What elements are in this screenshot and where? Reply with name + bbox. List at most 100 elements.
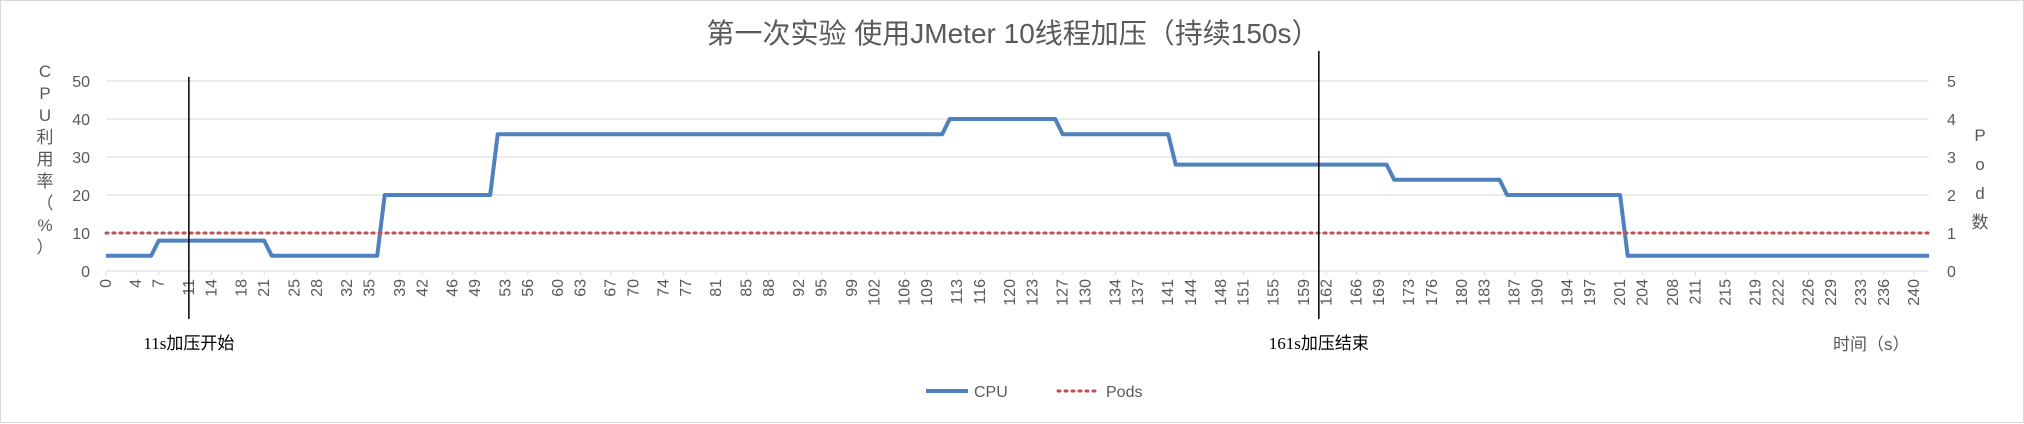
y-axis-label-char: 利	[37, 128, 54, 147]
x-tick-label: 70	[625, 279, 642, 297]
x-tick-label: 240	[1906, 279, 1923, 306]
x-tick-label: 92	[791, 279, 808, 297]
y-tick-label: 50	[72, 74, 90, 91]
marker-label: 11s加压开始	[143, 334, 234, 353]
annotations: 11s加压开始 161s加压结束	[143, 51, 1369, 353]
x-tick-label: 120	[1002, 279, 1019, 306]
x-tick-label: 81	[708, 279, 725, 297]
x-tick-label: 99	[844, 279, 861, 297]
y-axis-ticks: 0 10 20 30 40 50	[72, 74, 90, 281]
y2-axis-label-char: o	[1975, 155, 1984, 174]
x-tick-label: 127	[1055, 279, 1072, 306]
x-tick-label: 53	[497, 279, 514, 297]
x-tick-label: 63	[573, 279, 590, 297]
y2-tick-label: 2	[1947, 188, 1956, 205]
x-tick-label: 88	[761, 279, 778, 297]
y2-tick-label: 0	[1947, 264, 1956, 281]
x-tick-label: 137	[1130, 279, 1147, 306]
y2-axis-label-char: P	[1974, 126, 1985, 145]
y-axis-label-char: ）	[37, 238, 54, 257]
x-tick-label: 113	[949, 279, 966, 305]
y2-axis-ticks: 0 1 2 3 4 5	[1947, 74, 1956, 281]
x-tick-label: 4	[128, 279, 145, 288]
chart-title: 第一次实验 使用JMeter 10线程加压（持续150s）	[707, 18, 1320, 49]
x-tick-label: 166	[1348, 279, 1365, 306]
x-tick-label: 180	[1454, 279, 1471, 306]
x-tick-label: 7	[151, 279, 168, 288]
x-tick-label: 49	[467, 279, 484, 297]
x-tick-label: 169	[1371, 279, 1388, 306]
x-tick-label: 134	[1107, 279, 1124, 306]
x-tick-label: 28	[309, 279, 326, 297]
x-tick-label: 18	[234, 279, 251, 297]
y2-tick-label: 4	[1947, 112, 1956, 129]
x-axis-ticks: 0471114182125283235394246495356606367707…	[98, 271, 1923, 306]
legend: CPU Pods	[926, 384, 1142, 401]
x-tick-label: 109	[919, 279, 936, 306]
x-tick-label: 21	[256, 279, 273, 297]
x-tick-label: 211	[1687, 279, 1704, 305]
x-tick-label: 151	[1235, 279, 1252, 306]
x-tick-label: 74	[655, 279, 672, 297]
series	[104, 117, 1931, 258]
y-tick-label: 30	[72, 150, 90, 167]
x-tick-label: 32	[339, 279, 356, 297]
x-tick-label: 35	[362, 279, 379, 297]
y2-tick-label: 1	[1947, 226, 1956, 243]
x-tick-label: 233	[1853, 279, 1870, 306]
x-axis-label: 时间（s）	[1833, 335, 1910, 354]
x-tick-label: 14	[203, 279, 220, 297]
y2-tick-label: 5	[1947, 74, 1956, 91]
x-tick-label: 190	[1529, 279, 1546, 306]
x-tick-label: 197	[1582, 279, 1599, 306]
x-tick-label: 215	[1718, 279, 1735, 306]
y-tick-label: 10	[72, 226, 90, 243]
x-tick-label: 102	[866, 279, 883, 306]
x-tick-label: 219	[1748, 279, 1765, 306]
x-tick-label: 42	[414, 279, 431, 297]
y2-tick-label: 3	[1947, 150, 1956, 167]
y-axis-label-char: （	[37, 194, 54, 213]
x-tick-label: 46	[445, 279, 462, 297]
y-tick-label: 40	[72, 112, 90, 129]
x-tick-label: 0	[98, 279, 115, 288]
x-tick-label: 201	[1612, 279, 1629, 306]
x-tick-label: 236	[1876, 279, 1893, 306]
x-tick-label: 77	[678, 279, 695, 297]
x-tick-label: 95	[814, 279, 831, 297]
y-tick-label: 0	[81, 264, 90, 281]
y-axis-label-char: 率	[37, 172, 54, 191]
x-tick-label: 141	[1160, 279, 1177, 306]
x-tick-label: 155	[1266, 279, 1283, 306]
legend-label-pods: Pods	[1106, 384, 1142, 401]
x-tick-label: 229	[1823, 279, 1840, 306]
x-tick-label: 116	[972, 279, 989, 305]
x-tick-label: 208	[1665, 279, 1682, 306]
x-tick-label: 222	[1770, 279, 1787, 306]
x-tick-label: 187	[1507, 279, 1524, 306]
x-tick-label: 85	[738, 279, 755, 297]
x-tick-label: 194	[1559, 279, 1576, 306]
x-tick-label: 173	[1401, 279, 1418, 306]
x-tick-label: 25	[286, 279, 303, 297]
x-tick-label: 176	[1424, 279, 1441, 306]
series-line-cpu	[106, 117, 1929, 258]
x-tick-label: 183	[1477, 279, 1494, 306]
y2-axis-label-char: d	[1975, 184, 1984, 203]
y-axis-label-char: P	[39, 84, 50, 103]
x-tick-label: 67	[603, 279, 620, 297]
y-axis-label-char: U	[39, 106, 51, 125]
x-tick-label: 159	[1296, 279, 1313, 306]
y2-axis-label-char: 数	[1972, 213, 1989, 232]
y-tick-label: 20	[72, 188, 90, 205]
x-tick-label: 56	[520, 279, 537, 297]
y-axis-label-char: C	[39, 62, 51, 81]
x-tick-label: 39	[392, 279, 409, 297]
x-tick-label: 162	[1318, 279, 1335, 306]
x-tick-label: 130	[1077, 279, 1094, 306]
y-axis-label-char: %	[37, 216, 52, 235]
